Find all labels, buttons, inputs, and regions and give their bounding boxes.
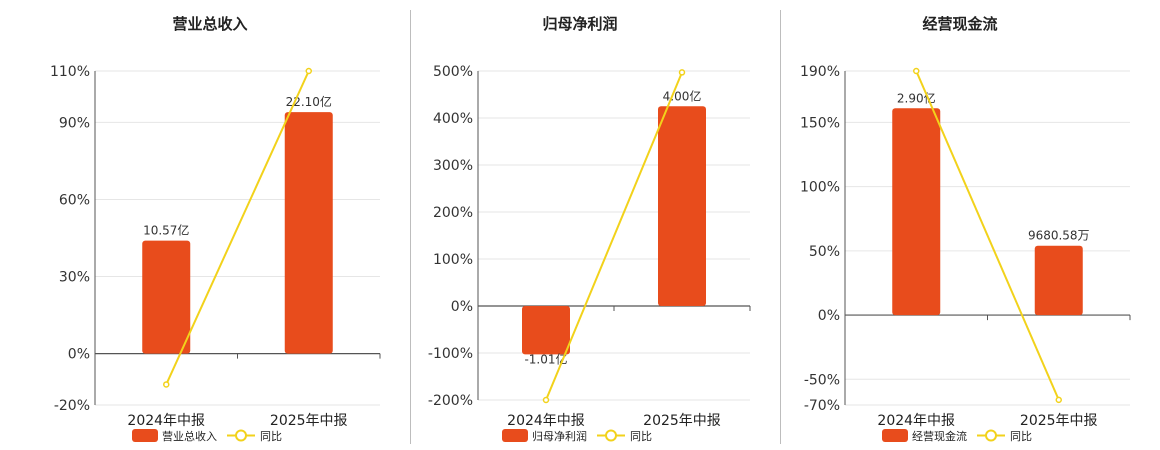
bar-value-label: -1.01亿 bbox=[524, 351, 567, 366]
legend-bar-swatch bbox=[132, 429, 158, 442]
legend-line-marker bbox=[235, 429, 247, 442]
legend-bar-label: 营业总收入 bbox=[162, 429, 217, 443]
y-tick-label: 110% bbox=[50, 64, 90, 80]
yoy-point bbox=[305, 67, 312, 75]
chart-title: 经营现金流 bbox=[922, 15, 997, 33]
y-tick-label: 200% bbox=[433, 205, 473, 221]
legend-line-label: 同比 bbox=[630, 430, 652, 443]
yoy-line bbox=[915, 70, 1060, 401]
y-tick-label: 150% bbox=[800, 115, 840, 131]
chart-title: 营业总收入 bbox=[172, 15, 247, 33]
legend-line-marker bbox=[985, 429, 997, 442]
y-tick-label: 400% bbox=[433, 111, 473, 127]
yoy-point bbox=[1055, 396, 1062, 404]
y-tick-label: 90% bbox=[59, 115, 90, 131]
chart-title: 归母净利润 bbox=[542, 15, 617, 33]
x-tick-label: 2024年中报 bbox=[507, 413, 585, 429]
y-tick-label: 30% bbox=[59, 270, 90, 286]
y-tick-label: 50% bbox=[809, 244, 840, 260]
bar bbox=[892, 108, 941, 316]
yoy-point bbox=[163, 381, 170, 388]
x-tick-label: 2024年中报 bbox=[127, 413, 205, 429]
yoy-point bbox=[913, 67, 920, 75]
bar bbox=[658, 106, 706, 306]
legend-bar-label: 归母净利润 bbox=[532, 429, 587, 443]
y-tick-label: -20% bbox=[54, 398, 90, 414]
yoy-line bbox=[165, 70, 310, 385]
legend-line-label: 同比 bbox=[260, 430, 282, 443]
yoy-point bbox=[678, 69, 686, 76]
legend-bar-swatch bbox=[502, 429, 528, 442]
yoy-line bbox=[545, 72, 683, 401]
y-tick-label: 0% bbox=[68, 347, 90, 363]
legend-line-label: 同比 bbox=[1010, 430, 1032, 443]
y-tick-label: 300% bbox=[433, 158, 473, 174]
y-tick-label: -70% bbox=[804, 398, 840, 414]
y-tick-label: -100% bbox=[428, 346, 473, 362]
bar-value-label: 10.57亿 bbox=[143, 223, 189, 238]
legend-line-marker bbox=[605, 429, 617, 442]
y-tick-label: 0% bbox=[818, 308, 840, 324]
y-tick-label: 100% bbox=[800, 180, 840, 196]
x-tick-label: 2025年中报 bbox=[1020, 413, 1098, 429]
bar-value-label: 4.00亿 bbox=[663, 88, 702, 103]
legend-bar-label: 经营现金流 bbox=[912, 429, 967, 443]
bar-value-label: 9680.58万 bbox=[1028, 229, 1090, 243]
y-tick-label: -50% bbox=[804, 372, 840, 388]
bar bbox=[142, 240, 191, 354]
panel-divider-2 bbox=[780, 10, 781, 444]
bar bbox=[1034, 245, 1083, 316]
y-tick-label: 190% bbox=[800, 64, 840, 80]
bar bbox=[284, 112, 333, 354]
y-tick-label: 0% bbox=[451, 299, 473, 315]
yoy-point bbox=[542, 396, 550, 404]
y-tick-label: 60% bbox=[59, 192, 90, 208]
y-tick-label: 100% bbox=[433, 252, 473, 268]
x-tick-label: 2025年中报 bbox=[643, 413, 721, 429]
x-tick-label: 2024年中报 bbox=[877, 413, 955, 429]
legend-bar-swatch bbox=[882, 429, 908, 442]
bar bbox=[522, 306, 570, 355]
x-tick-label: 2025年中报 bbox=[270, 413, 348, 429]
y-tick-label: 500% bbox=[433, 64, 473, 80]
y-tick-label: -200% bbox=[428, 393, 473, 409]
panel-divider-1 bbox=[410, 10, 411, 444]
